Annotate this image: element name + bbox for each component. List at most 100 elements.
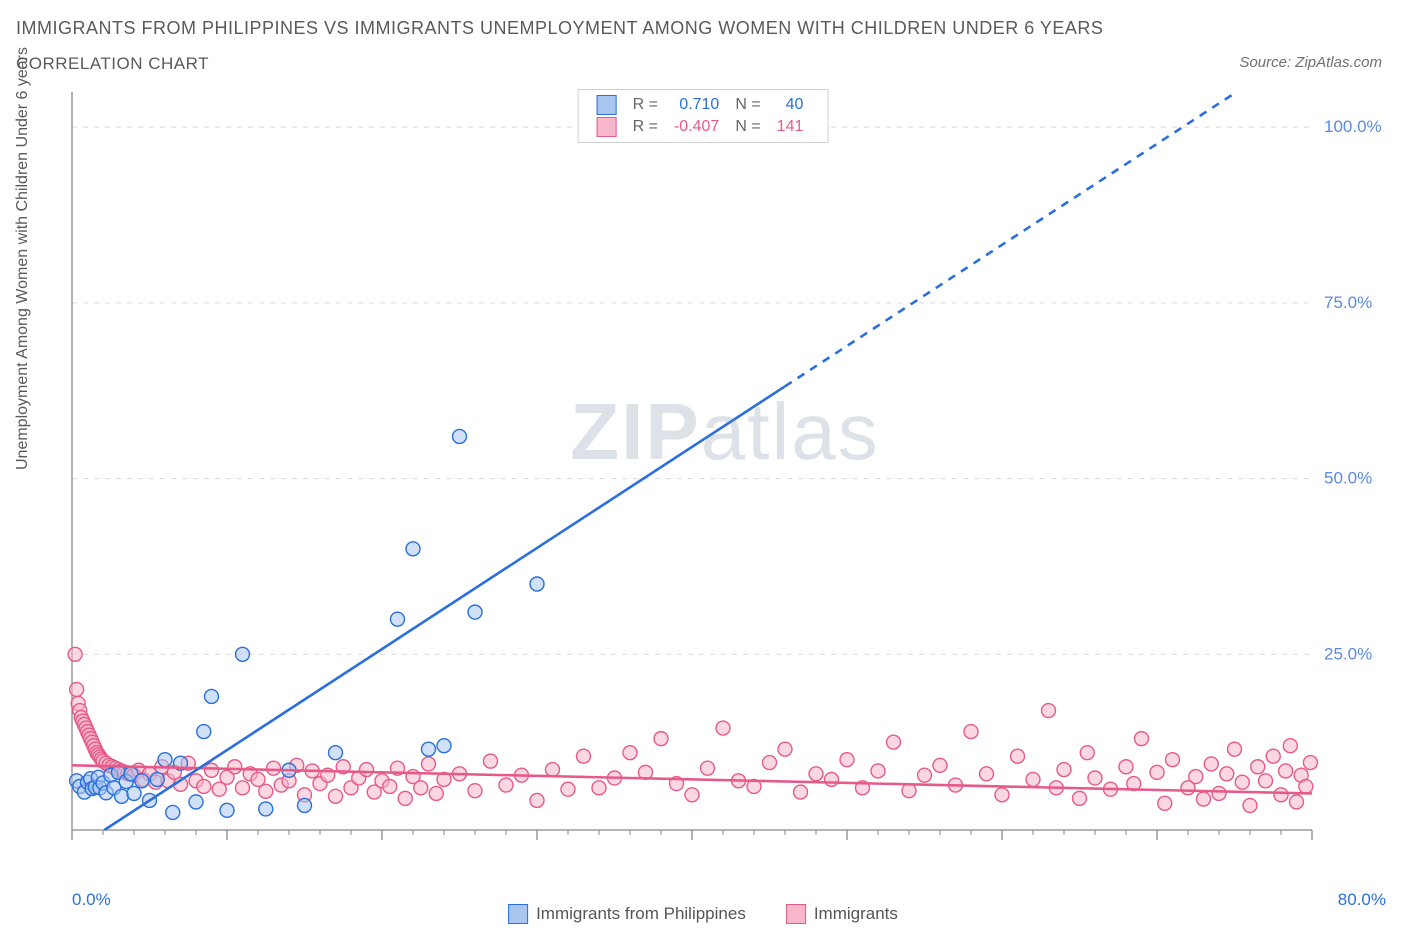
y-tick-label: 100.0% [1324, 117, 1382, 136]
data-point-pink [360, 763, 374, 777]
data-point-pink [1042, 704, 1056, 718]
data-point-pink [414, 781, 428, 795]
legend-item: Immigrants from Philippines [508, 904, 746, 924]
data-point-pink [383, 779, 397, 793]
data-point-pink [1135, 732, 1149, 746]
data-point-pink [716, 721, 730, 735]
data-point-blue [166, 805, 180, 819]
source-value: ZipAtlas.com [1295, 54, 1382, 71]
scatter-plot: 25.0%50.0%75.0%100.0% [60, 84, 1390, 874]
data-point-blue [189, 795, 203, 809]
data-point-blue [259, 802, 273, 816]
data-point-pink [1290, 795, 1304, 809]
plot-area: 25.0%50.0%75.0%100.0% ZIPatlas [60, 84, 1390, 874]
data-point-pink [964, 725, 978, 739]
legend-item-label: Immigrants from Philippines [536, 904, 746, 924]
data-point-pink [871, 764, 885, 778]
data-point-blue [329, 746, 343, 760]
data-point-pink [1197, 792, 1211, 806]
data-point-pink [794, 785, 808, 799]
data-point-pink [1283, 739, 1297, 753]
data-point-pink [577, 749, 591, 763]
data-point-blue [127, 786, 141, 800]
data-point-blue [158, 753, 172, 767]
data-point-pink [1251, 760, 1265, 774]
legend-n-label: N = [727, 116, 768, 138]
data-point-pink [1011, 749, 1025, 763]
data-point-pink [1212, 786, 1226, 800]
source-attribution: Source: ZipAtlas.com [1239, 54, 1382, 71]
y-tick-label: 75.0% [1324, 293, 1372, 312]
x-axis-min-label: 0.0% [72, 890, 111, 910]
data-point-pink [1243, 798, 1257, 812]
data-point-pink [1259, 774, 1273, 788]
data-point-blue [197, 725, 211, 739]
data-point-pink [429, 786, 443, 800]
data-point-pink [422, 757, 436, 771]
legend-r-value: 0.710 [666, 94, 727, 116]
correlation-legend: R =0.710N =40R =-0.407N =141 [578, 89, 829, 143]
legend-swatch [508, 904, 528, 924]
data-point-pink [701, 761, 715, 775]
data-point-pink [1274, 788, 1288, 802]
data-point-pink [68, 647, 82, 661]
legend-n-label: N = [727, 94, 768, 116]
data-point-pink [685, 788, 699, 802]
data-point-pink [1088, 771, 1102, 785]
data-point-pink [468, 784, 482, 798]
y-tick-label: 25.0% [1324, 644, 1372, 663]
data-point-blue [298, 798, 312, 812]
legend-item-label: Immigrants [814, 904, 898, 924]
data-point-pink [236, 781, 250, 795]
x-axis-max-label: 80.0% [1338, 890, 1386, 910]
data-point-blue [453, 429, 467, 443]
data-point-pink [1073, 791, 1087, 805]
data-point-pink [1057, 763, 1071, 777]
data-point-pink [1299, 779, 1313, 793]
chart-subtitle: CORRELATION CHART [16, 54, 209, 74]
data-point-pink [484, 754, 498, 768]
data-point-pink [1235, 775, 1249, 789]
data-point-pink [825, 772, 839, 786]
data-point-pink [197, 779, 211, 793]
data-point-pink [228, 760, 242, 774]
data-point-pink [546, 763, 560, 777]
data-point-pink [654, 732, 668, 746]
legend-swatch [597, 95, 617, 115]
data-point-blue [220, 803, 234, 817]
data-point-pink [809, 767, 823, 781]
data-point-pink [1279, 764, 1293, 778]
data-point-pink [763, 756, 777, 770]
data-point-blue [236, 647, 250, 661]
trendline-blue-solid [104, 386, 785, 830]
data-point-pink [561, 782, 575, 796]
data-point-blue [422, 742, 436, 756]
legend-r-value: -0.407 [666, 116, 727, 138]
data-point-pink [205, 763, 219, 777]
data-point-pink [1158, 796, 1172, 810]
data-point-pink [1303, 756, 1317, 770]
data-point-pink [499, 778, 513, 792]
data-point-pink [980, 767, 994, 781]
data-point-pink [1220, 767, 1234, 781]
data-point-pink [933, 758, 947, 772]
data-point-pink [623, 746, 637, 760]
data-point-blue [150, 772, 164, 786]
data-point-pink [778, 742, 792, 756]
legend-swatch [597, 117, 617, 137]
legend-r-label: R = [625, 116, 666, 138]
data-point-pink [259, 784, 273, 798]
data-point-pink [1204, 757, 1218, 771]
legend-swatch [786, 904, 806, 924]
data-point-pink [267, 761, 281, 775]
data-point-blue [468, 605, 482, 619]
data-point-pink [1189, 770, 1203, 784]
data-point-pink [887, 735, 901, 749]
source-label: Source: [1239, 54, 1291, 71]
data-point-pink [592, 781, 606, 795]
y-axis-label: Unemployment Among Women with Children U… [14, 47, 32, 470]
data-point-blue [437, 739, 451, 753]
legend-item: Immigrants [786, 904, 898, 924]
legend-row: R =0.710N =40 [589, 94, 812, 116]
data-point-pink [1026, 772, 1040, 786]
